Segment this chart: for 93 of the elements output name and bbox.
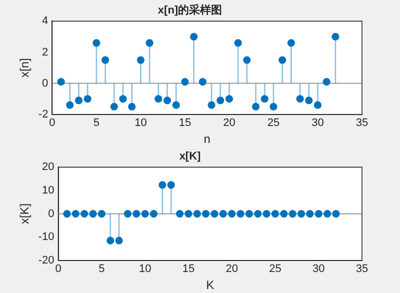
point [243,56,251,64]
point [119,95,127,103]
point [63,210,71,218]
point [306,210,314,218]
x-tick-label: 20 [226,263,238,276]
point [184,210,192,218]
point [270,102,278,110]
x-tick-label: 10 [134,117,147,130]
y-axis-title: x[K] [18,203,32,224]
point [136,56,144,64]
point [115,236,123,244]
y-tick-label: 4 [42,15,48,28]
point [110,102,118,110]
point [332,210,340,218]
x-tick-label: 25 [269,263,282,276]
point [228,210,236,218]
point [154,95,162,103]
point [245,210,253,218]
point [72,210,80,218]
y-tick-label: -10 [38,231,54,244]
point [89,210,97,218]
x-tick-label: 30 [312,263,325,276]
point [172,101,180,109]
point [323,210,332,218]
point [216,96,224,104]
point [219,210,227,218]
point [202,210,210,218]
point [176,210,184,218]
point [158,181,166,189]
point [193,210,201,218]
point [106,236,114,244]
point [167,181,175,189]
point [57,78,65,86]
point [297,210,306,218]
point [150,210,158,218]
x-tick-label: 35 [356,117,368,130]
point [128,102,136,110]
y-axis-title: x[n] [18,58,32,78]
point [260,95,268,103]
x-tick-label: 30 [312,117,324,130]
y-tick-label: 0 [48,208,54,220]
point [280,210,288,218]
point [305,96,313,104]
point [141,210,149,218]
point [210,210,218,218]
y-tick-label: -2 [38,108,48,120]
x-tick-label: 20 [223,117,236,130]
point [84,95,92,103]
point [208,101,216,109]
point [66,101,74,109]
point [190,32,198,41]
point [225,95,234,103]
y-tick-label: 0 [42,77,48,90]
point [236,210,244,218]
point [132,210,140,218]
x-tick-label: 35 [356,263,368,276]
point [262,210,270,218]
y-tick-label: -20 [38,254,54,266]
chart-title: x[n]的采样图 [158,4,222,17]
point [234,39,242,47]
point [314,101,322,109]
point [332,32,340,41]
y-tick-label: 10 [42,184,54,197]
point [322,78,330,86]
point [181,78,189,86]
x-tick-label: 15 [178,117,192,130]
point [198,78,206,86]
point [98,210,106,218]
point [252,102,260,110]
point [124,210,132,218]
y-tick-label: 20 [42,161,54,174]
point [278,56,286,64]
point [287,39,295,47]
point [74,96,83,104]
chart-title: x[K] [179,150,202,163]
x-tick-label: 5 [93,117,100,130]
x-tick-label: 10 [138,263,152,276]
point [146,39,154,47]
point [288,210,296,218]
x-tick-label: 15 [182,263,195,276]
point [80,210,88,218]
x-axis-title: K [206,278,214,292]
point [254,210,262,218]
point [92,39,100,47]
point [271,210,280,218]
x-tick-label: 5 [98,263,105,276]
y-tick-label: 2 [42,46,48,58]
x-axis-title: n [204,132,210,146]
point [314,210,322,218]
x-tick-label: 25 [267,117,280,130]
point [163,96,172,104]
point [296,95,304,103]
point [101,56,110,64]
